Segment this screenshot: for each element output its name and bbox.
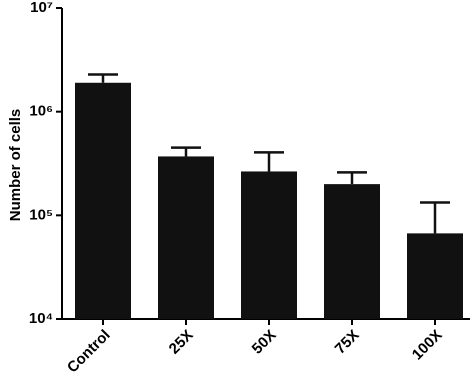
- y-axis-label: Number of cells: [7, 109, 24, 222]
- x-tick-label: 75X: [332, 327, 363, 358]
- bar: [241, 171, 297, 319]
- x-tick-label: 25X: [166, 327, 197, 358]
- bar: [158, 156, 214, 319]
- x-tick-label: 50X: [249, 327, 280, 358]
- y-tick-label: 10⁶: [29, 103, 53, 120]
- y-tick-label: 10⁵: [29, 206, 53, 223]
- y-tick-label: 10⁷: [30, 0, 53, 16]
- x-tick-label: 100X: [409, 327, 446, 364]
- bar: [324, 184, 380, 319]
- bar: [407, 233, 463, 319]
- bar: [75, 82, 131, 319]
- x-tick-label: Control: [64, 327, 114, 377]
- y-tick-label: 10⁴: [29, 310, 53, 327]
